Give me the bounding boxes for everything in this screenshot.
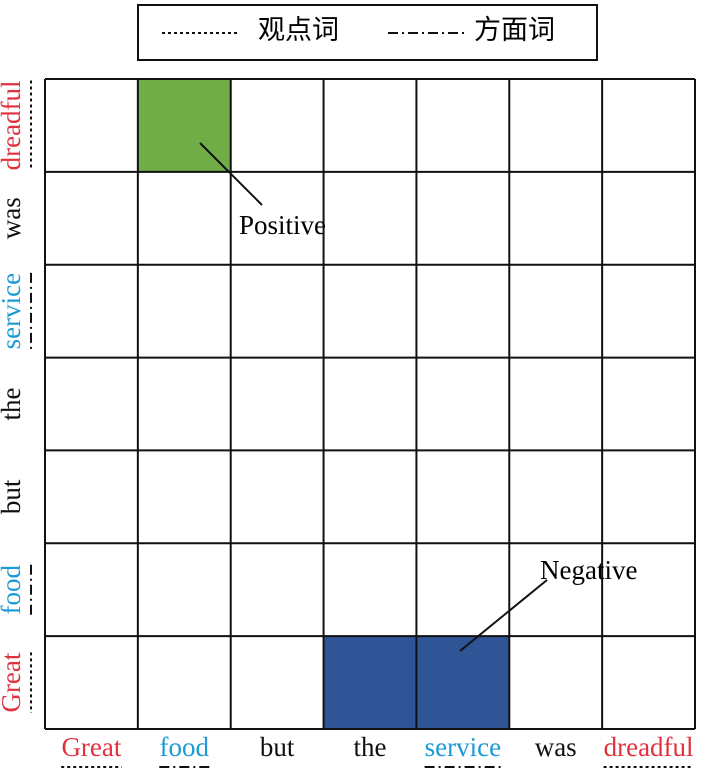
y-word: dreadful (0, 80, 26, 170)
highlight-cell (416, 636, 510, 729)
y-word: service (0, 273, 26, 349)
annotation-line (459, 579, 548, 652)
y-word: but (0, 479, 26, 514)
annotation: Positive (239, 210, 326, 240)
y-word: food (0, 564, 26, 614)
legend-label: 方面词 (474, 15, 555, 45)
legend-label: 观点词 (258, 15, 339, 45)
x-word: Great (61, 732, 121, 762)
x-word: the (354, 732, 387, 762)
legend-box (137, 4, 598, 61)
x-word: dreadful (604, 732, 694, 762)
y-word: Great (0, 652, 26, 712)
x-word: was (535, 732, 577, 762)
highlight-cell (323, 636, 417, 729)
x-word: food (160, 732, 210, 762)
x-word: service (425, 732, 501, 762)
y-word: was (0, 197, 26, 239)
annotation-line (199, 142, 263, 206)
annotation: Negative (540, 555, 637, 585)
y-word: the (0, 387, 26, 420)
highlight-cell (137, 79, 231, 172)
x-word: but (260, 732, 295, 762)
